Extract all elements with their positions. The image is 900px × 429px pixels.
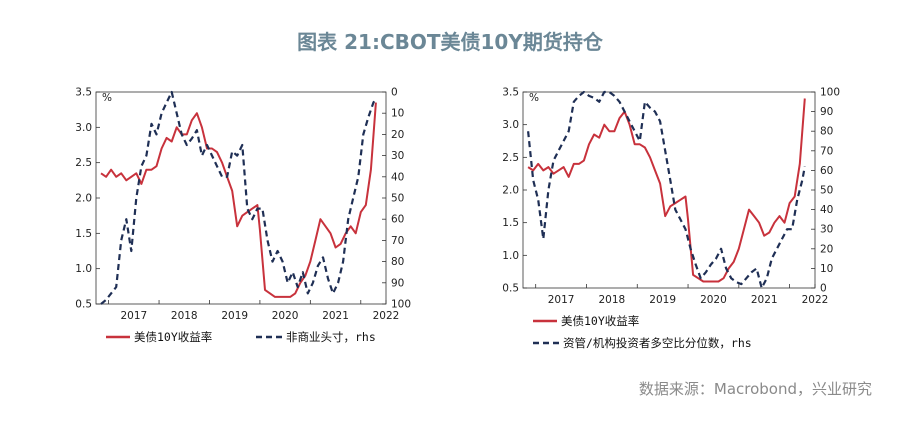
right-tick-label: 10	[391, 108, 404, 120]
legend-label-position: 资管/机构投资者多空比分位数，rhs	[563, 336, 752, 350]
x-tick-label: 2021	[322, 310, 349, 322]
x-tick-label: 2017	[548, 294, 575, 306]
right-tick-label: 80	[391, 256, 404, 268]
left-axis-unit: %	[102, 92, 112, 104]
x-tick-label: 2019	[649, 294, 676, 306]
left-tick-label: 2.0	[502, 185, 519, 197]
right-tick-label: 10	[820, 263, 833, 275]
x-tick-label: 2018	[171, 310, 198, 322]
left-axis-unit: %	[529, 92, 539, 104]
left-tick-label: 2.5	[502, 152, 519, 164]
right-tick-label: 60	[391, 214, 404, 226]
data-source: 数据来源：Macrobond，兴业研究	[638, 380, 872, 398]
left-tick-label: 2.0	[75, 193, 92, 205]
right-tick-label: 60	[820, 165, 833, 177]
left-tick-label: 0.5	[75, 299, 92, 311]
x-tick-label: 2017	[120, 310, 147, 322]
right-tick-label: 90	[391, 277, 404, 289]
legend-label-yield: 美债10Y收益率	[561, 314, 639, 328]
series-line-solid	[527, 98, 806, 283]
left-tick-label: 3.0	[502, 119, 519, 131]
left-tick-label: 3.5	[75, 87, 92, 99]
right-tick-label: 30	[820, 224, 833, 236]
series-line-solid	[100, 102, 377, 298]
right-tick-label: 30	[391, 150, 404, 162]
right-tick-label: 100	[391, 299, 411, 311]
chart-asset-manager-ratio: 0.5 1.0 1.5 2.0 2.5 3.0 3.5 % 0 10 20 30 40 50 60 70 80 9…	[502, 87, 840, 351]
x-tick-label: 2018	[599, 294, 626, 306]
right-tick-label: 50	[820, 185, 833, 197]
x-tick-label: 2019	[221, 310, 248, 322]
right-tick-label: 40	[391, 171, 404, 183]
x-tick-label: 2020	[700, 294, 727, 306]
right-tick-label: 20	[391, 129, 404, 141]
x-tick-label: 2022	[802, 294, 829, 306]
series-line-dashed	[527, 90, 806, 290]
right-tick-label: 90	[820, 106, 833, 118]
x-tick-label: 2020	[272, 310, 299, 322]
chart-noncommercial-positions: 0.5 1.0 1.5 2.0 2.5 3.0 3.5% 0 10 20 30 40 50 60 70 80 9…	[75, 87, 411, 345]
legend-label-position: 非商业头寸，rhs	[286, 330, 376, 344]
x-tick-label: 2022	[373, 310, 400, 322]
left-tick-label: 3.5	[502, 87, 519, 99]
right-tick-label: 100	[820, 87, 840, 99]
right-tick-label: 0	[391, 87, 398, 99]
right-tick-label: 70	[820, 145, 833, 157]
right-tick-label: 40	[820, 204, 833, 216]
left-tick-label: 1.5	[75, 228, 92, 240]
series-line-dashed	[100, 90, 377, 305]
right-tick-label: 0	[820, 283, 827, 295]
plot-frame	[522, 91, 816, 289]
left-tick-label: 2.5	[75, 157, 92, 169]
left-tick-label: 3.0	[75, 122, 92, 134]
page-title: 图表 21:CBOT美债10Y期货持仓	[297, 30, 603, 54]
left-tick-label: 1.0	[502, 250, 519, 262]
right-tick-label: 20	[820, 243, 833, 255]
left-tick-label: 1.5	[502, 217, 519, 229]
right-tick-label: 70	[391, 235, 404, 247]
left-tick-label: 0.5	[502, 283, 519, 295]
right-tick-label: 80	[820, 126, 833, 138]
x-tick-label: 2021	[751, 294, 778, 306]
legend-label-yield: 美债10Y收益率	[134, 330, 212, 344]
right-tick-label: 50	[391, 193, 404, 205]
left-tick-label: 1.0	[75, 263, 92, 275]
